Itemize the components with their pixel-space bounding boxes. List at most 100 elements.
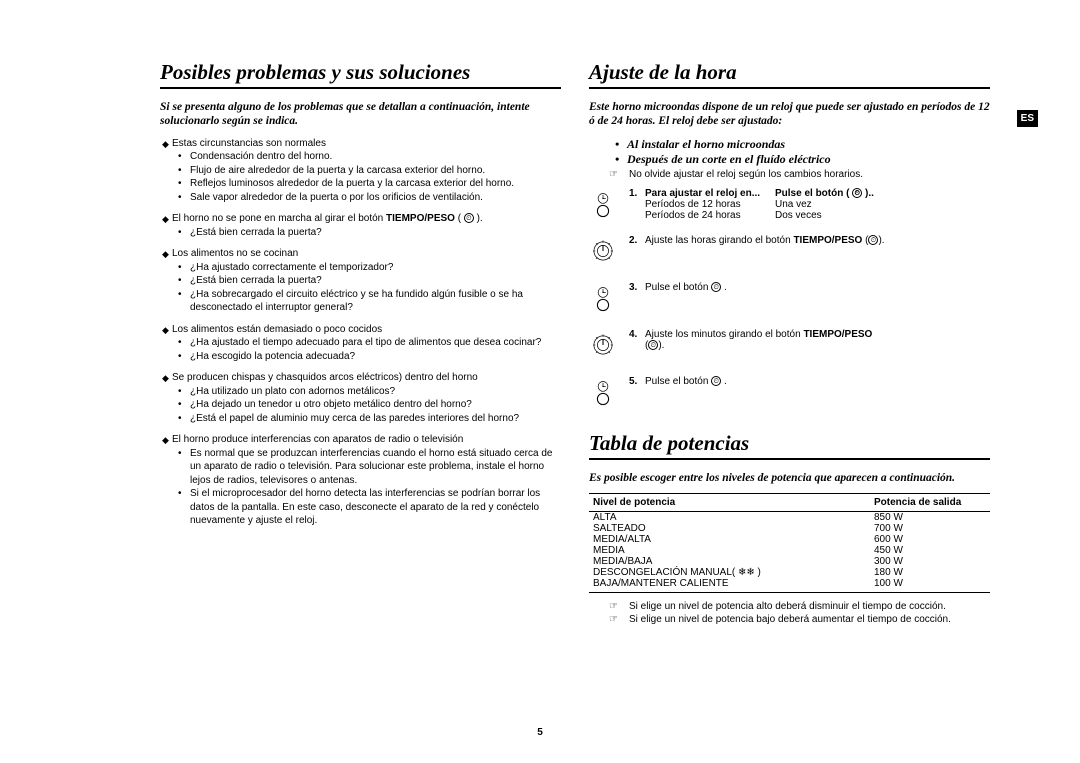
cell: Dos veces (775, 210, 990, 221)
note-icon: ☞ (609, 169, 629, 180)
table-cell: 600 W (870, 534, 990, 545)
sub-item: Condensación dentro del horno. (190, 150, 561, 164)
group-head: Los alimentos no se cocinan (172, 247, 561, 261)
step-icon-clock (589, 376, 629, 409)
right-title-2: Tabla de potencias (589, 431, 990, 460)
right-intro-list: •Al instalar el horno microondas •Despué… (589, 137, 990, 167)
bullet-icon: • (178, 487, 190, 501)
right-intro-1: Este horno microondas dispone de un relo… (589, 101, 990, 129)
text: ). (474, 213, 483, 224)
step-number: 4. (629, 329, 645, 340)
intro-list-item: Al instalar el horno microondas (627, 137, 785, 152)
table-cell: SALTEADO (589, 523, 870, 534)
table-cell: ALTA (589, 512, 870, 524)
section-power: Tabla de potencias Es posible escoger en… (589, 431, 990, 626)
sub-item: Flujo de aire alrededor de la puerta y l… (190, 164, 561, 178)
sub-item: Es normal que se produzcan interferencia… (190, 447, 561, 488)
group-head: Estas circunstancias son normales (172, 137, 561, 151)
clock-knob-icon: ⏲ (464, 213, 474, 223)
note-icon: ☞ (609, 601, 629, 612)
step-number: 3. (629, 282, 645, 293)
clock-icon: ⏲ (711, 282, 721, 292)
step-body: Ajuste las horas girando el botón TIEMPO… (645, 235, 990, 246)
table-cell: 450 W (870, 545, 990, 556)
group-5: ◆El horno produce interferencias con apa… (160, 433, 561, 528)
clock-icon: ⏲ (711, 376, 721, 386)
diamond-icon: ◆ (160, 371, 172, 384)
table-cell: 180 W (870, 567, 990, 578)
th-output: Potencia de salida (870, 494, 990, 512)
bullet-icon: • (615, 152, 627, 167)
step-body: Pulse el botón ⏲ . (645, 282, 990, 293)
step-5: 5. Pulse el botón ⏲ . (589, 376, 990, 409)
left-column: Posibles problemas y sus soluciones Si s… (160, 60, 561, 627)
diamond-icon: ◆ (160, 323, 172, 336)
cell: Períodos de 12 horas (645, 199, 775, 210)
step-icon-knob (589, 235, 629, 268)
step-icon-knob (589, 329, 629, 362)
step-number: 2. (629, 235, 645, 246)
tip-text: Si elige un nivel de potencia bajo deber… (629, 614, 951, 625)
step1-head2: Pulse el botón ( ⏲ ).. (775, 188, 990, 199)
table-cell: DESCONGELACIÓN MANUAL( ❄❄ ) (589, 567, 870, 578)
right-column: Ajuste de la hora Este horno microondas … (589, 60, 990, 627)
right-intro-2: Es posible escoger entre los niveles de … (589, 472, 990, 486)
diamond-icon: ◆ (160, 212, 172, 225)
language-badge: ES (1017, 110, 1038, 127)
text: El horno no se pone en marcha al girar e… (172, 213, 386, 224)
tips: ☞Si elige un nivel de potencia alto debe… (589, 601, 990, 625)
group-0: ◆Estas circunstancias son normales •Cond… (160, 137, 561, 205)
text: Pulse el botón ( (775, 188, 849, 199)
sub-item: Si el microprocesador del horno detecta … (190, 487, 561, 528)
group-4: ◆Se producen chispas y chasquidos arcos … (160, 371, 561, 425)
page: Posibles problemas y sus soluciones Si s… (0, 0, 1080, 657)
bullet-icon: • (178, 385, 190, 399)
note-1: ☞ No olvide ajustar el reloj según los c… (589, 169, 990, 180)
bullet-icon: • (178, 350, 190, 364)
step-4: 4. Ajuste los minutos girando el botón T… (589, 329, 990, 362)
sub-item: Sale vapor alrededor de la puerta o por … (190, 191, 561, 205)
step-1: 1. Para ajustar el reloj en... Pulse el … (589, 188, 990, 221)
bullet-icon: • (178, 177, 190, 191)
group-2: ◆Los alimentos no se cocinan •¿Ha ajusta… (160, 247, 561, 315)
text: Pulse el botón (645, 282, 711, 293)
steps: 1. Para ajustar el reloj en... Pulse el … (589, 188, 990, 409)
step-body: Pulse el botón ⏲ . (645, 376, 990, 387)
group-head: El horno produce interferencias con apar… (172, 433, 561, 447)
sub-item: ¿Ha utilizado un plato con adornos metál… (190, 385, 561, 399)
bullet-icon: • (178, 191, 190, 205)
cell: Períodos de 24 horas (645, 210, 775, 221)
table-cell: MEDIA (589, 545, 870, 556)
sub-item: ¿Ha dejado un tenedor u otro objeto metá… (190, 398, 561, 412)
bullet-icon: • (615, 137, 627, 152)
note-icon: ☞ (609, 614, 629, 625)
step-number: 5. (629, 376, 645, 387)
step-icon-clock (589, 282, 629, 315)
cell: Una vez (775, 199, 990, 210)
bullet-icon: • (178, 164, 190, 178)
page-number: 5 (0, 727, 1080, 738)
bullet-icon: • (178, 447, 190, 461)
bullet-icon: • (178, 398, 190, 412)
sub-item: ¿Ha escogido la potencia adecuada? (190, 350, 561, 364)
diamond-icon: ◆ (160, 433, 172, 446)
table-cell: MEDIA/BAJA (589, 556, 870, 567)
tip-text: Si elige un nivel de potencia alto deber… (629, 601, 946, 612)
clock-icon: ⏲ (852, 188, 862, 198)
text: Pulse el botón (645, 376, 711, 387)
bullet-icon: • (178, 336, 190, 350)
group-3: ◆Los alimentos están demasiado o poco co… (160, 323, 561, 364)
bullet-icon: • (178, 274, 190, 288)
text: ( (455, 213, 464, 224)
sub-item: Reflejos luminosos alrededor de la puert… (190, 177, 561, 191)
text: . (721, 376, 727, 387)
step-body: Para ajustar el reloj en... Pulse el bot… (645, 188, 990, 221)
table-cell: 850 W (870, 512, 990, 524)
sub-item: ¿Ha ajustado el tiempo adecuado para el … (190, 336, 561, 350)
bullet-icon: • (178, 150, 190, 164)
th-level: Nivel de potencia (589, 494, 870, 512)
group-head: El horno no se pone en marcha al girar e… (172, 212, 561, 226)
text-bold: TIEMPO/PESO (793, 235, 862, 246)
sub-item: ¿Está bien cerrada la puerta? (190, 226, 561, 240)
text: . (721, 282, 727, 293)
